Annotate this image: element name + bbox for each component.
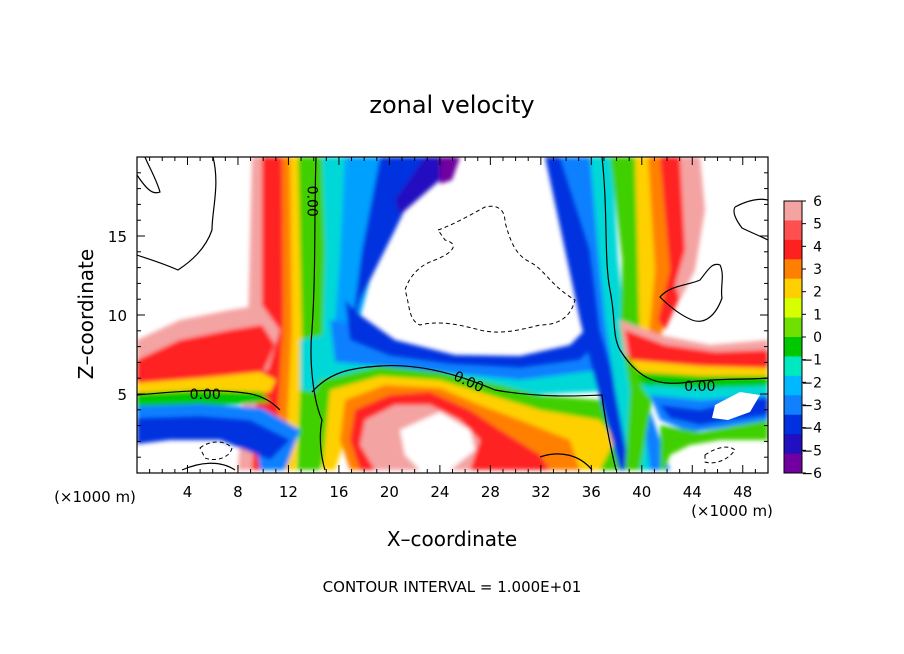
colorbar-swatch [784,259,802,280]
colorbar-label: −2 [801,375,822,391]
colorbar-swatch [784,395,802,416]
colorbar-label: −3 [801,398,822,414]
colorbar-label: −1 [801,353,822,369]
colorbar-label: 5 [813,217,822,233]
colorbar-swatch [784,201,802,221]
tongue-right-red [625,330,768,372]
colorbar-swatch [784,298,802,319]
colorbar-swatch [784,375,802,396]
colorbar-swatch [784,239,802,260]
tongue-right-green [635,372,768,388]
x-tick-label: 32 [531,483,550,501]
x-tick-label: 24 [430,483,449,501]
colorbar-swatch [784,414,802,435]
jet-center-navy [345,300,600,368]
x-tick-label: 28 [481,483,500,501]
colorbar-label: 2 [813,285,822,301]
x-tick-label: 16 [329,483,348,501]
contour-label: 0.00 [684,379,715,395]
colorbar-label: −5 [801,443,822,459]
x-tick-label: 12 [279,483,298,501]
x-tick-label: 44 [683,483,702,501]
colorbar-label: −4 [801,421,822,437]
contour-label: 0.00 [303,186,319,217]
colorbar-label: 1 [813,307,822,323]
right-white-eye [712,392,760,420]
x-unit-label-left: (×1000 m) [54,488,136,506]
tongue-right-green2 [660,420,768,470]
y-tick-label: 5 [117,386,127,404]
colorbar-swatch [784,278,802,299]
colorbar: 6 5 4 3 2 1 0 −1 −2 −3 −4 −5 −6 [783,194,822,482]
x-tick-label: 4 [183,483,193,501]
x-unit-label-right: (×1000 m) [691,502,773,520]
tongue-right-yellow [630,360,768,378]
x-axis: 4 8 12 16 20 24 28 32 36 40 44 48 [149,157,756,501]
contour-interval-footer: CONTOUR INTERVAL = 1.000E+01 [323,578,582,596]
colorbar-swatch [784,434,802,455]
y-axis: 5 10 15 [108,172,768,458]
band-neg-navy [395,157,452,215]
negative-contours [199,205,736,464]
colorbar-label: −6 [801,466,822,482]
contour-labels: 0.000.00 0.00 0.00 [190,186,716,403]
x-tick-label: 8 [233,483,243,501]
colorbar-swatch [784,356,802,377]
colorbar-label: 6 [813,194,822,210]
colorbar-swatch [784,220,802,241]
y-tick-label: 10 [108,307,127,325]
zero-contours [137,157,768,471]
colorbar-label: 0 [813,330,822,346]
tongue-left-navy [137,416,290,460]
contour-label: 0.00 [190,387,221,403]
band-right-pink [675,157,705,300]
x-tick-label: 20 [380,483,399,501]
band-right-green [610,157,655,470]
velocity-field: 0.000.00 0.00 0.00 [137,157,768,473]
y-tick-label: 15 [108,228,127,246]
band-neg-purple [440,157,460,184]
colorbar-swatch [784,317,802,338]
colorbar-label: 3 [813,262,822,278]
x-tick-label: 40 [632,483,651,501]
x-tick-label: 48 [733,483,752,501]
blob-lower-white [400,412,475,470]
colorbar-label: 4 [813,239,822,255]
chart-title: zonal velocity [369,91,534,119]
x-tick-label: 36 [582,483,601,501]
band-neg-blue [350,157,430,340]
y-axis-title: Z–coordinate [74,249,98,379]
x-axis-title: X–coordinate [387,527,517,551]
colorbar-swatch [784,337,802,357]
colorbar-swatch [784,453,802,474]
